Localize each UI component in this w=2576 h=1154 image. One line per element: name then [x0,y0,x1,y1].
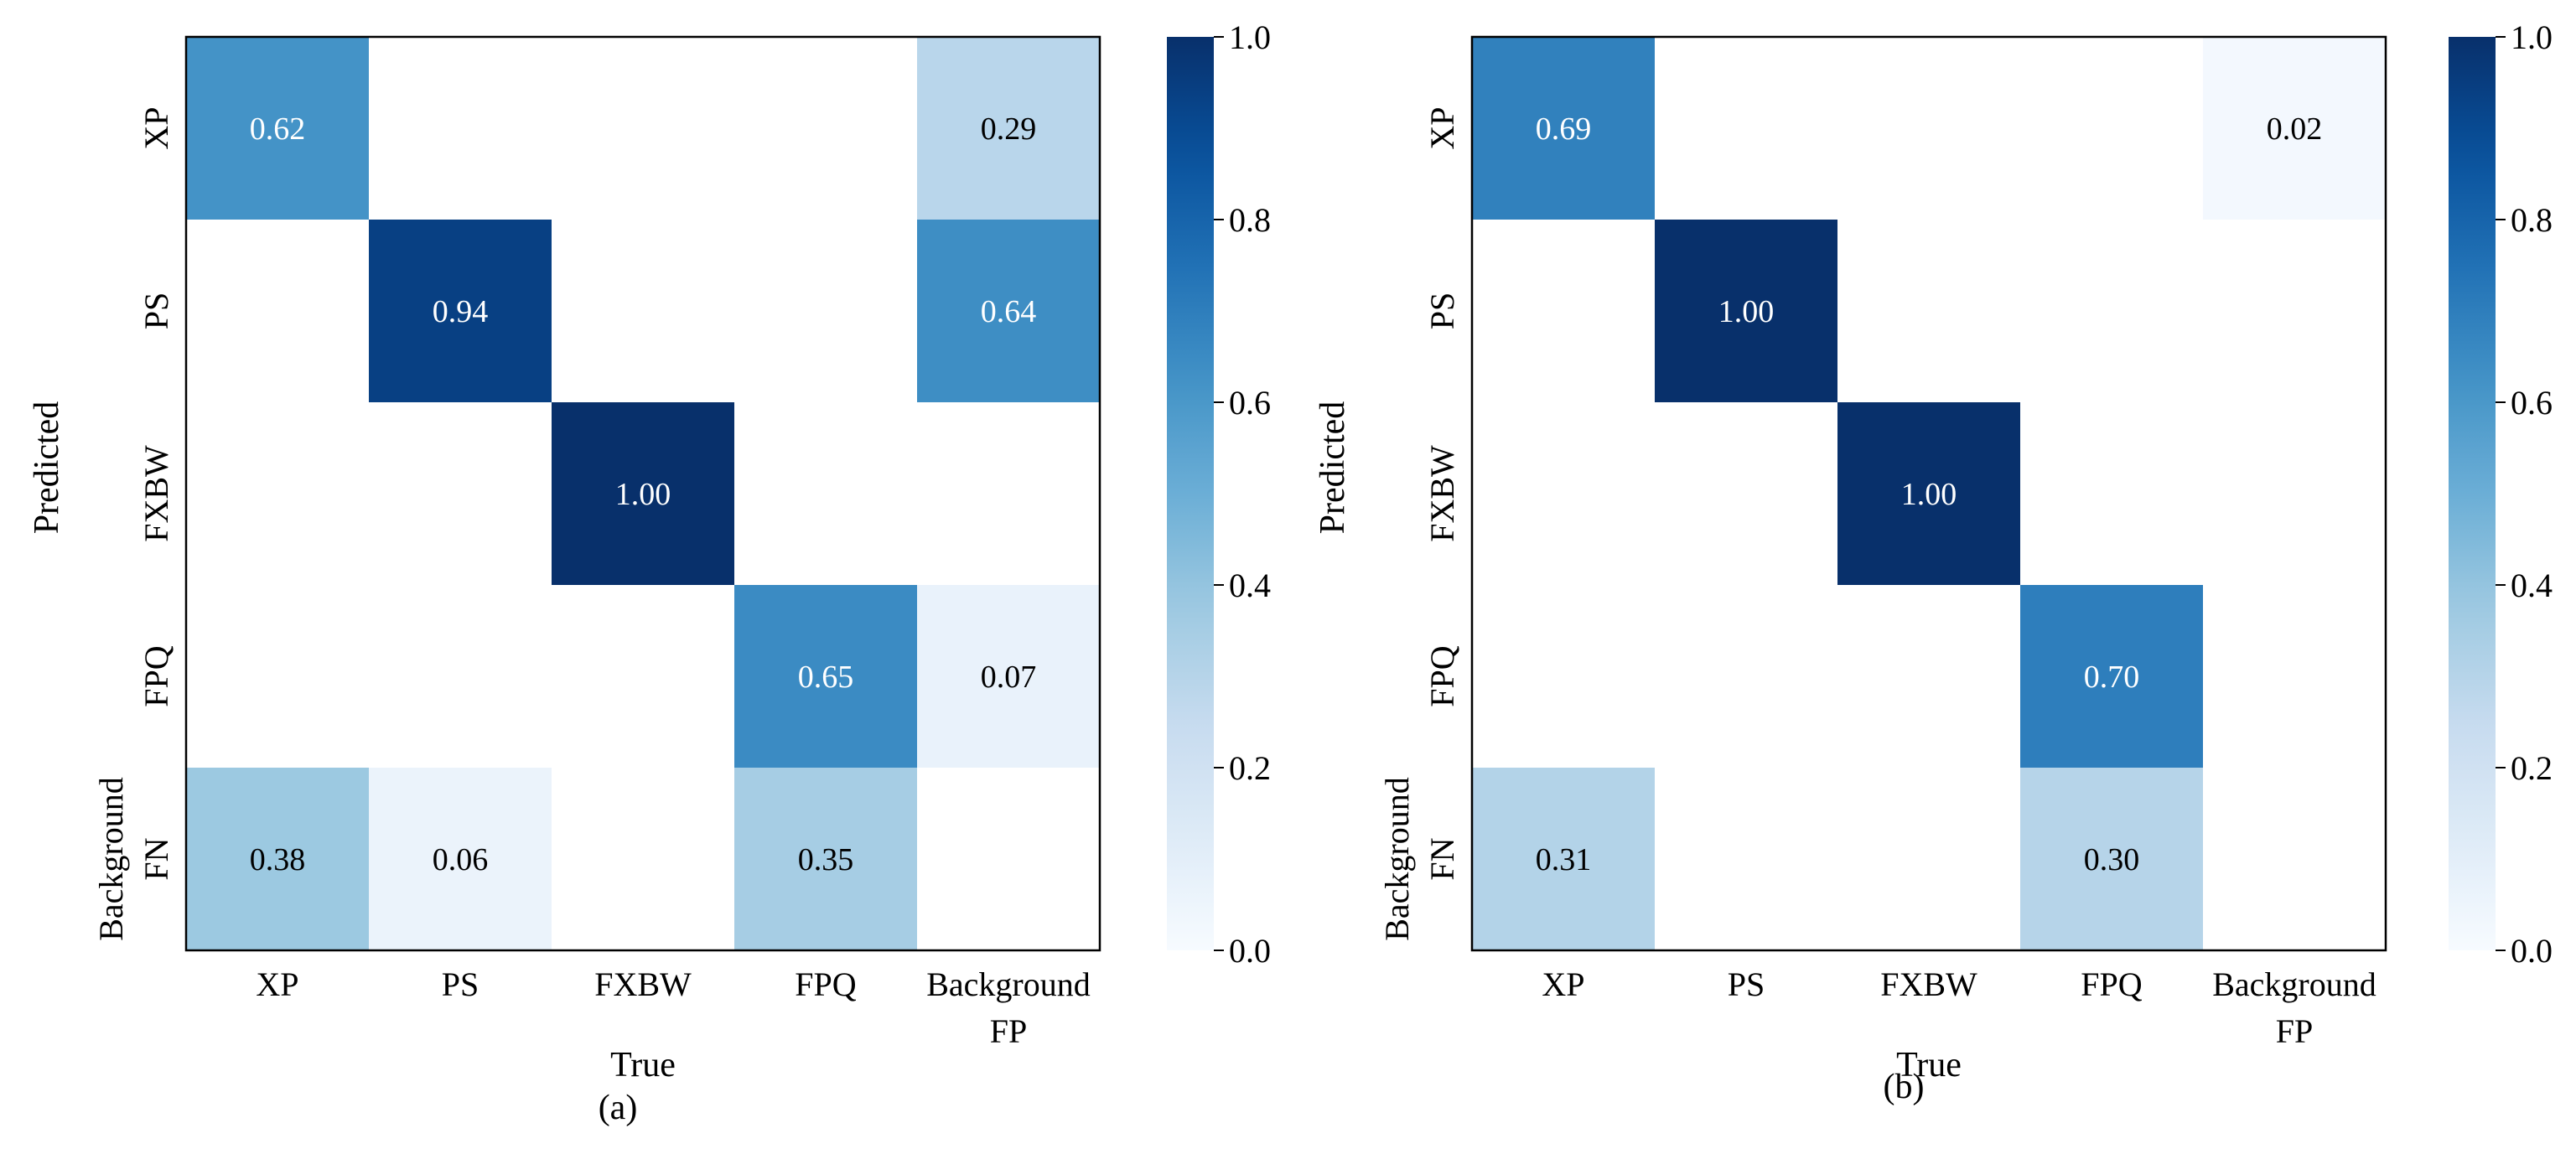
heatmap-panel-a: 0.62 0.29 0.94 0.64 1.00 0.65 0.07 0.38 0.06 0.35… [28,18,1271,1127]
heatmap-cell [917,37,1100,220]
heatmap-cell [369,768,552,950]
heatmap-cell [917,220,1100,402]
y-axis-label: Predicted [28,401,66,535]
cell-value-label: 0.65 [798,660,854,695]
cell-value-label: 0.35 [798,842,854,877]
heatmap-cell [369,220,552,402]
colorbar-tick-label: 0.4 [1229,567,1271,604]
y-tick-label: Background [92,777,130,941]
x-tick-label: XP [256,965,298,1003]
colorbar-tick-label: 0.8 [2511,201,2553,239]
cell-value-label: 0.02 [2267,111,2323,147]
cell-value-label: 0.38 [250,842,306,877]
cell-value-label: 0.94 [433,294,489,329]
cell-value-label: 0.06 [433,842,489,877]
colorbar [2449,37,2496,950]
y-tick-label: PS [137,292,175,330]
heatmap-cell [186,768,369,950]
plot-frame [184,35,1101,952]
heatmap-cell [917,585,1100,768]
cell-value-label: 0.70 [2084,660,2140,695]
x-tick-label: XP [1542,965,1584,1003]
y-tick-label: FN [1423,837,1461,880]
heatmap-cell [734,585,917,768]
cell-value-label: 0.30 [2084,842,2140,877]
heatmap-panel-b: 0.69 0.02 1.00 1.00 0.70 0.31 0.30 XP PS FXBW FPQ B… [1314,18,2553,1106]
colorbar-tick-label: 0.2 [1229,749,1271,787]
cell-value-label: 1.00 [1718,294,1775,329]
cell-value-label: 0.29 [981,111,1037,147]
cell-value-label: 0.31 [1536,842,1592,877]
cell-value-label: 0.64 [981,294,1037,329]
colorbar-tick-label: 0.6 [2511,384,2553,422]
panel-label: (a) [599,1089,638,1127]
y-tick-label: PS [1423,292,1461,330]
heatmap-cell [1655,220,1837,402]
cell-value-label: 1.00 [1901,477,1957,512]
x-tick-label: Background [2212,965,2376,1003]
heatmap-cell [1837,402,2020,585]
y-tick-label: FXBW [137,445,175,542]
colorbar-tick-label: 0.0 [1229,932,1271,970]
y-tick-label: FN [137,837,175,880]
colorbar-tick-label: 0.6 [1229,384,1271,422]
heatmap-cell [1472,37,1655,220]
colorbar-tick-label: 1.0 [2511,18,2553,56]
colorbar-tick-label: 0.0 [2511,932,2553,970]
heatmap-cell [2020,585,2203,768]
colorbar-tick-label: 0.8 [1229,201,1271,239]
y-axis-label: Predicted [1314,401,1352,535]
x-tick-label: FXBW [1880,965,1977,1003]
x-tick-label: FP [2276,1012,2314,1050]
heatmap-cell [552,402,734,585]
plot-frame [1470,35,2387,952]
y-tick-label: XP [1423,106,1461,149]
y-tick-label: FPQ [1423,645,1461,706]
cell-value-label: 1.00 [615,477,671,512]
cell-value-label: 0.62 [250,111,306,147]
colorbar-tick-label: 0.4 [2511,567,2553,604]
x-tick-label: PS [1728,965,1765,1003]
x-tick-label: PS [442,965,479,1003]
x-tick-label: FP [990,1012,1028,1050]
x-tick-label: FPQ [2081,965,2142,1003]
cell-value-label: 0.07 [981,660,1037,695]
cell-value-label: 0.69 [1536,111,1592,147]
x-axis-label: True [1896,1046,1962,1084]
y-tick-label: XP [137,106,175,149]
colorbar-tick-label: 0.2 [2511,749,2553,787]
x-tick-label: Background [926,965,1091,1003]
panel-label: (b) [1884,1068,1925,1106]
heatmap-cell [1472,768,1655,950]
heatmap-cell [2203,37,2386,220]
y-tick-label: Background [1378,777,1416,941]
y-tick-label: FPQ [137,645,175,706]
colorbar [1167,37,1214,950]
x-tick-label: FXBW [594,965,692,1003]
x-tick-label: FPQ [795,965,856,1003]
x-axis-label: True [610,1046,676,1084]
colorbar-tick-label: 1.0 [1229,18,1271,56]
heatmap-cell [186,37,369,220]
heatmap-cell [2020,768,2203,950]
y-tick-label: FXBW [1423,445,1461,542]
heatmap-cell [734,768,917,950]
